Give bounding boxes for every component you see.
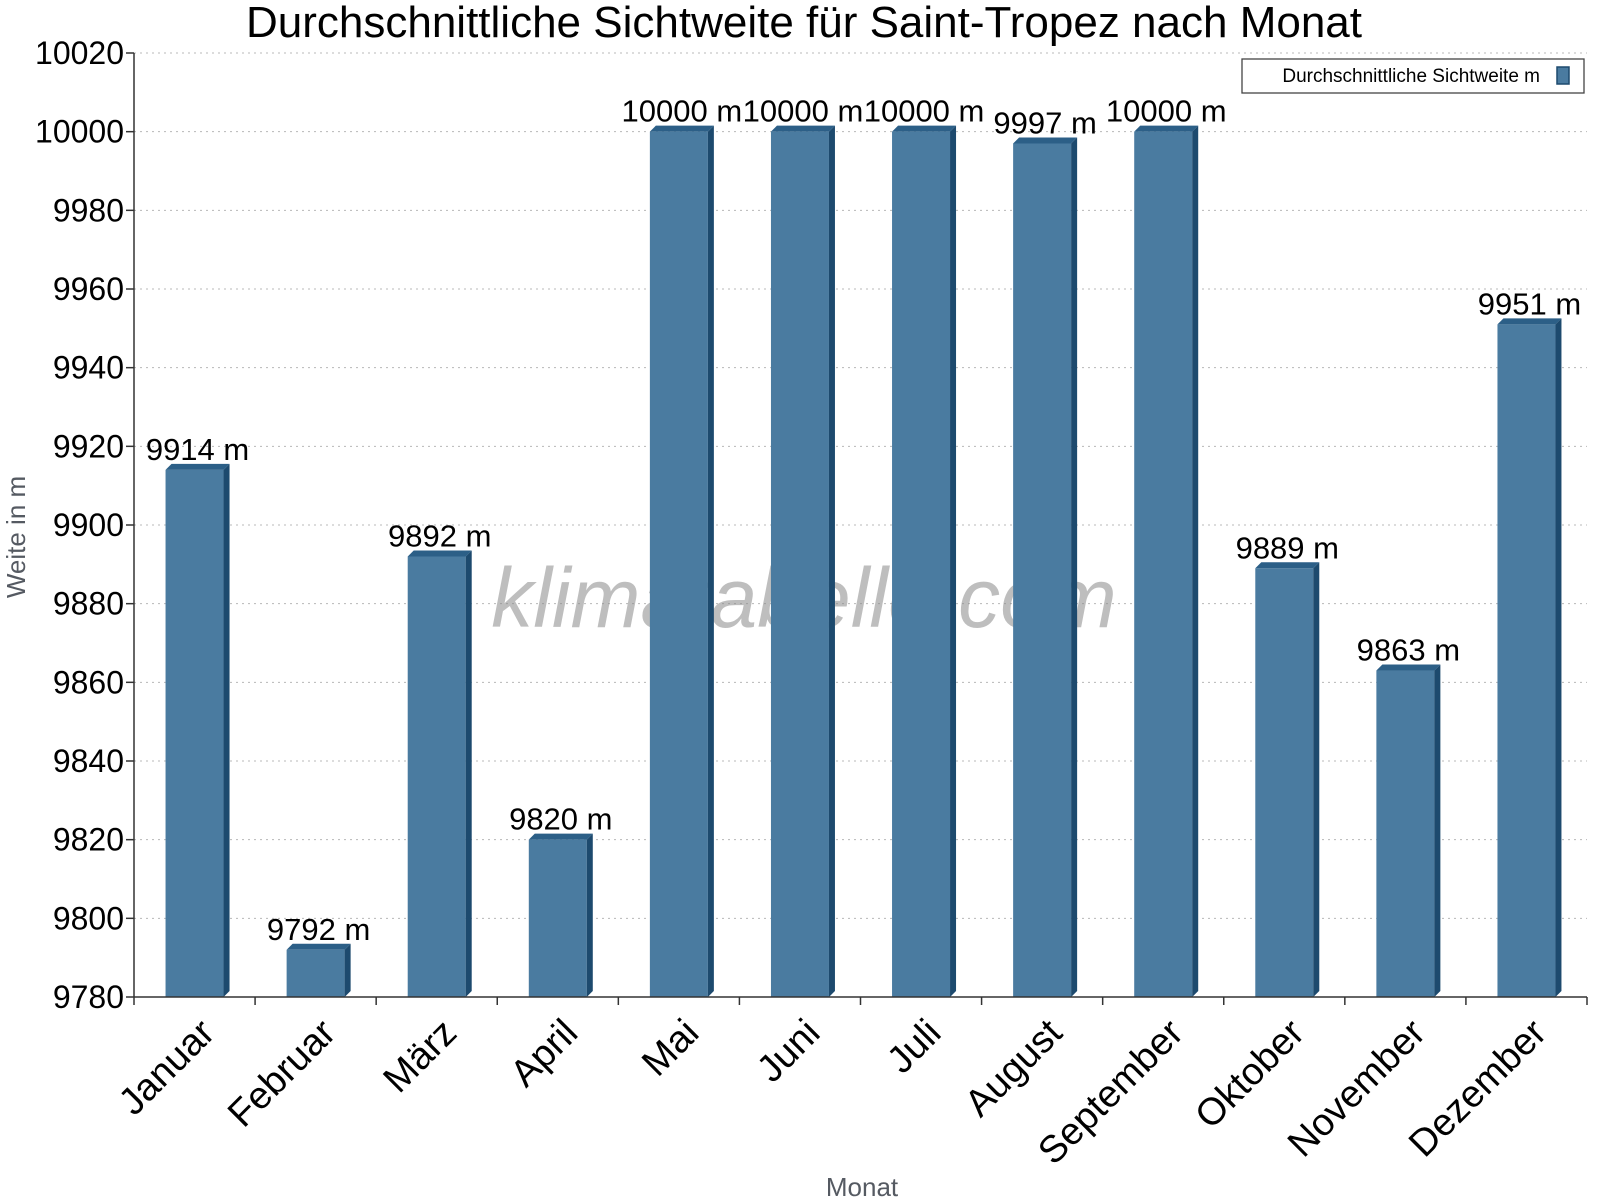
bar bbox=[165, 469, 224, 997]
legend: Durchschnittliche Sichtweite m bbox=[1241, 58, 1585, 94]
bar-top bbox=[407, 550, 472, 557]
x-tick-label: Januar bbox=[111, 1011, 223, 1123]
data-label: 9863 m bbox=[1357, 633, 1460, 668]
bar bbox=[528, 839, 587, 997]
chart-title: Durchschnittliche Sichtweite für Saint-T… bbox=[246, 0, 1362, 47]
data-label: 10000 m bbox=[743, 94, 864, 129]
data-label: 10000 m bbox=[622, 94, 743, 129]
bar bbox=[649, 131, 708, 997]
y-tick-label: 9800 bbox=[53, 900, 124, 936]
x-tick-label: Juni bbox=[749, 1012, 828, 1091]
data-label: 9792 m bbox=[267, 912, 370, 947]
x-tick-label: Juli bbox=[879, 1012, 949, 1082]
bar-side bbox=[344, 943, 351, 997]
y-tick-label: 9880 bbox=[53, 586, 124, 622]
y-tick-label: 9920 bbox=[53, 428, 124, 464]
bar bbox=[1376, 670, 1435, 997]
bar-top bbox=[770, 125, 835, 132]
bar-top bbox=[1134, 125, 1199, 132]
bar-side bbox=[1192, 125, 1199, 997]
data-label: 9820 m bbox=[509, 802, 612, 837]
bar bbox=[407, 556, 466, 997]
data-label: 9892 m bbox=[388, 518, 491, 553]
bar-side bbox=[1071, 137, 1078, 997]
data-label: 9889 m bbox=[1236, 530, 1339, 565]
x-tick-label: Oktober bbox=[1187, 1011, 1313, 1137]
bar-top bbox=[528, 833, 593, 840]
y-tick-label: 9840 bbox=[53, 743, 124, 779]
bar-side bbox=[1313, 562, 1320, 997]
y-tick-label: 9780 bbox=[53, 979, 124, 1015]
bar-side bbox=[586, 833, 593, 997]
bar bbox=[286, 949, 345, 997]
data-label: 9951 m bbox=[1478, 286, 1581, 321]
y-tick-label: 9820 bbox=[53, 822, 124, 858]
data-label: 10000 m bbox=[864, 94, 985, 129]
x-tick-label: Februar bbox=[220, 1011, 344, 1135]
y-tick-label: 10000 bbox=[35, 114, 124, 150]
x-axis-title: Monat bbox=[826, 1172, 899, 1200]
bar-top bbox=[165, 463, 230, 470]
bar bbox=[770, 131, 829, 997]
bar-top bbox=[1497, 318, 1562, 325]
bar-top bbox=[1013, 137, 1078, 144]
y-tick-label: 9960 bbox=[53, 271, 124, 307]
x-tick-label: März bbox=[376, 1012, 465, 1101]
data-label: 9914 m bbox=[146, 432, 249, 467]
y-tick-label: 10020 bbox=[35, 35, 124, 71]
bar-side bbox=[707, 125, 714, 997]
bar bbox=[892, 131, 951, 997]
bar-top bbox=[892, 125, 957, 132]
bar bbox=[1255, 568, 1314, 997]
bar bbox=[1134, 131, 1193, 997]
y-axis-title: Weite in m bbox=[1, 476, 31, 598]
x-tick-label: August bbox=[957, 1011, 1071, 1125]
y-tick-label: 9940 bbox=[53, 350, 124, 386]
legend-box bbox=[1241, 58, 1585, 94]
x-tick-label: April bbox=[503, 1012, 586, 1095]
bar-side bbox=[950, 125, 957, 997]
bar-top bbox=[649, 125, 714, 132]
y-tick-label: 9860 bbox=[53, 664, 124, 700]
bar-side bbox=[828, 125, 835, 997]
bars bbox=[165, 125, 1562, 997]
legend-swatch bbox=[1556, 66, 1570, 85]
bar-top bbox=[286, 943, 351, 950]
bar-side bbox=[223, 463, 230, 997]
y-tick-label: 9980 bbox=[53, 192, 124, 228]
gridlines bbox=[134, 52, 1587, 919]
x-tick-label: Mai bbox=[634, 1012, 707, 1085]
bar-side bbox=[1434, 664, 1441, 997]
bar-side bbox=[465, 550, 472, 997]
bar-side bbox=[1555, 318, 1562, 997]
bar bbox=[1497, 324, 1556, 997]
data-label: 9997 m bbox=[993, 105, 1096, 140]
data-label: 10000 m bbox=[1106, 94, 1227, 129]
bar-top bbox=[1255, 562, 1320, 569]
y-axis-ticks: 9780 9800 9820 9840 9860 9880 9900 9920 9940 9960… bbox=[35, 35, 134, 1015]
y-tick-label: 9900 bbox=[53, 507, 124, 543]
legend-label: Durchschnittliche Sichtweite m bbox=[1282, 66, 1540, 87]
bar bbox=[1013, 143, 1072, 997]
bar-top bbox=[1376, 664, 1441, 671]
